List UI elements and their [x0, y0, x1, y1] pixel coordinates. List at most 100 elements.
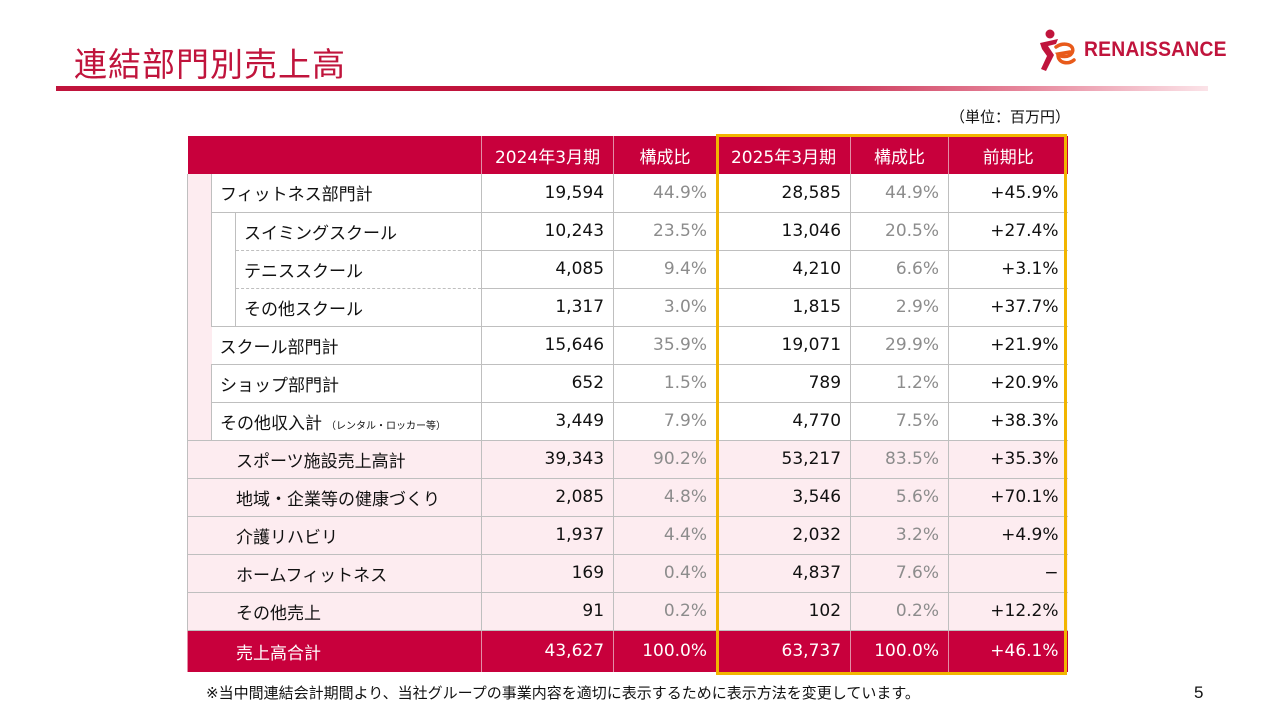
row-label-main: その他収入計	[220, 413, 322, 434]
table-row: その他売上 91 0.2% 102 0.2% +12.2%	[186, 592, 1068, 631]
cell-value-2025: 4,770	[716, 402, 851, 441]
total-label: 売上高合計	[186, 630, 482, 672]
cell-yoy: +12.2%	[948, 592, 1068, 631]
row-label: スイミングスクール	[234, 212, 482, 251]
table-header-row: 2024年3月期 構成比 2025年3月期 構成比 前期比	[187, 136, 1068, 174]
cell-value-2024: 10,243	[481, 212, 614, 251]
cell-ratio-2024: 0.4%	[613, 554, 717, 593]
logo-wordmark: RENAISSANCE	[1084, 38, 1227, 61]
row-label: 介護リハビリ	[186, 516, 482, 555]
cell-ratio-2024: 23.5%	[613, 212, 717, 251]
col-header-fy2025: 2025年3月期	[716, 136, 852, 174]
cell-ratio-2025: 83.5%	[850, 440, 949, 479]
cell-ratio-2025: 1.2%	[850, 364, 949, 403]
cell-value-2024: 39,343	[481, 440, 614, 479]
row-label: フィットネス部門計	[210, 174, 482, 213]
page-number: 5	[1194, 683, 1204, 702]
table-row: テニススクール 4,085 9.4% 4,210 6.6% +3.1%	[188, 250, 1068, 289]
table-row: 介護リハビリ 1,937 4.4% 2,032 3.2% +4.9%	[186, 516, 1068, 555]
row-label: スポーツ施設売上高計	[186, 440, 482, 479]
cell-value-2024: 91	[481, 592, 614, 631]
col-header-ratio-2025: 構成比	[850, 136, 950, 174]
group-margin-cell	[187, 174, 212, 441]
table-row: 地域・企業等の健康づくり 2,085 4.8% 3,546 5.6% +70.1…	[186, 478, 1068, 517]
row-label: その他スクール	[234, 288, 482, 327]
cell-yoy: +20.9%	[948, 364, 1068, 403]
cell-value-2025: 13,046	[716, 212, 851, 251]
cell-value-2024: 15,646	[481, 326, 614, 365]
cell-value-2024: 1,937	[481, 516, 614, 555]
indent-cell	[211, 212, 236, 327]
cell-value-2025: 53,217	[716, 440, 851, 479]
cell-yoy: +45.9%	[948, 174, 1068, 213]
cell-value-2025: 2,032	[716, 516, 851, 555]
cell-value-2024: 19,594	[481, 174, 614, 213]
cell-ratio-2025: 0.2%	[850, 592, 949, 631]
cell-value-2025: 102	[716, 592, 851, 631]
cell-ratio-2024: 44.9%	[613, 174, 717, 213]
table-row: その他スクール 1,317 3.0% 1,815 2.9% +37.7%	[188, 288, 1068, 327]
table-row: スイミングスクール 10,243 23.5% 13,046 20.5% +27.…	[188, 212, 1068, 327]
col-header-yoy: 前期比	[948, 136, 1068, 174]
sales-by-segment-table: 2024年3月期 構成比 2025年3月期 構成比 前期比 フィットネス部門計 …	[186, 136, 1068, 672]
row-label: スクール部門計	[211, 326, 482, 365]
col-header-ratio-2024: 構成比	[613, 136, 718, 174]
company-logo: RENAISSANCE	[1036, 26, 1239, 74]
cell-value-2025: 3,546	[716, 478, 851, 517]
cell-ratio-2024: 9.4%	[613, 250, 717, 289]
cell-ratio-2025: 2.9%	[850, 288, 949, 327]
cell-yoy: +37.7%	[948, 288, 1068, 327]
cell-value-2025: 1,815	[716, 288, 851, 327]
cell-ratio-2024: 35.9%	[613, 326, 717, 365]
cell-ratio-2024: 3.0%	[613, 288, 717, 327]
title-underline	[56, 86, 1208, 91]
cell-yoy: +27.4%	[948, 212, 1068, 251]
row-label: ホームフィットネス	[186, 554, 482, 593]
cell-value-2024: 2,085	[481, 478, 614, 517]
cell-ratio-2025: 29.9%	[850, 326, 949, 365]
cell-value-2024: 652	[481, 364, 614, 403]
footnote: ※当中間連結会計期間より、当社グループの事業内容を適切に表示するために表示方法を…	[206, 684, 920, 702]
cell-value-2024: 1,317	[481, 288, 614, 327]
cell-value-2025: 19,071	[716, 326, 851, 365]
cell-ratio-2025: 20.5%	[850, 212, 949, 251]
total-yoy: +46.1%	[948, 630, 1068, 672]
cell-yoy: +4.9%	[948, 516, 1068, 555]
table-row: スポーツ施設売上高計 39,343 90.2% 53,217 83.5% +35…	[186, 440, 1068, 479]
cell-ratio-2025: 3.2%	[850, 516, 949, 555]
page-title: 連結部門別売上高	[74, 45, 346, 84]
table-row: ホームフィットネス 169 0.4% 4,837 7.6% −	[186, 554, 1068, 593]
cell-ratio-2025: 7.5%	[850, 402, 949, 441]
table-row: ショップ部門計 652 1.5% 789 1.2% +20.9%	[188, 364, 1068, 403]
cell-value-2025: 4,210	[716, 250, 851, 289]
table-row: その他収入計 （レンタル・ロッカー等） 3,449 7.9% 4,770 7.5%…	[188, 402, 1068, 441]
cell-yoy: +21.9%	[948, 326, 1068, 365]
cell-ratio-2025: 44.9%	[850, 174, 949, 213]
cell-ratio-2025: 7.6%	[850, 554, 949, 593]
cell-yoy: +3.1%	[948, 250, 1068, 289]
cell-value-2025: 28,585	[716, 174, 851, 213]
cell-value-2024: 3,449	[481, 402, 614, 441]
cell-value-2024: 169	[481, 554, 614, 593]
cell-value-2025: 4,837	[716, 554, 851, 593]
cell-yoy: +35.3%	[948, 440, 1068, 479]
unit-note: （単位：百万円）	[949, 108, 1070, 126]
row-label: ショップ部門計	[210, 364, 482, 403]
cell-yoy: +38.3%	[948, 402, 1068, 441]
total-ratio-2025: 100.0%	[850, 630, 949, 672]
header-blank-cell	[187, 136, 483, 174]
cell-value-2024: 4,085	[481, 250, 614, 289]
cell-ratio-2024: 4.8%	[613, 478, 717, 517]
table-row: スクール部門計 15,646 35.9% 19,071 29.9% +21.9%	[188, 326, 1068, 365]
total-ratio-2024: 100.0%	[613, 630, 717, 672]
total-row: 売上高合計 43,627 100.0% 63,737 100.0% +46.1%	[186, 630, 1068, 672]
col-header-fy2024: 2024年3月期	[481, 136, 615, 174]
cell-ratio-2024: 7.9%	[613, 402, 717, 441]
table-row: フィットネス部門計 19,594 44.9% 28,585 44.9% +45.…	[187, 174, 1068, 441]
logo-mark-icon	[1040, 29, 1076, 71]
row-label: テニススクール	[234, 250, 482, 289]
cell-ratio-2024: 4.4%	[613, 516, 717, 555]
cell-yoy: −	[948, 554, 1068, 593]
row-label: その他売上	[186, 592, 482, 631]
total-value-2025: 63,737	[716, 630, 851, 672]
